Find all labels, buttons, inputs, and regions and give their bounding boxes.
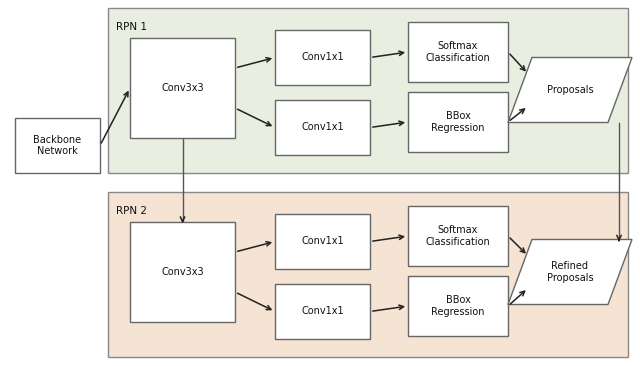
- Text: Conv1x1: Conv1x1: [301, 306, 344, 317]
- Bar: [408, 276, 508, 336]
- Text: BBox
Regression: BBox Regression: [431, 295, 484, 317]
- Bar: [130, 38, 235, 138]
- Text: Softmax
Classification: Softmax Classification: [426, 225, 490, 247]
- Bar: [275, 214, 370, 269]
- Bar: [275, 284, 370, 339]
- Bar: [130, 222, 235, 322]
- Text: Refined
Proposals: Refined Proposals: [547, 261, 593, 283]
- Text: Softmax
Classification: Softmax Classification: [426, 41, 490, 63]
- Text: Conv1x1: Conv1x1: [301, 52, 344, 63]
- Text: Proposals: Proposals: [547, 85, 593, 95]
- Bar: [108, 8, 628, 173]
- Bar: [408, 206, 508, 266]
- Bar: [108, 192, 628, 357]
- Text: Backbone
Network: Backbone Network: [33, 135, 81, 156]
- Polygon shape: [508, 57, 632, 123]
- Bar: [15, 118, 100, 173]
- Bar: [408, 92, 508, 152]
- Polygon shape: [508, 239, 632, 305]
- Bar: [408, 22, 508, 82]
- Bar: [275, 30, 370, 85]
- Text: Conv3x3: Conv3x3: [161, 267, 204, 277]
- Bar: [275, 100, 370, 155]
- Text: RPN 1: RPN 1: [116, 22, 147, 32]
- Text: Conv1x1: Conv1x1: [301, 123, 344, 132]
- Text: Conv3x3: Conv3x3: [161, 83, 204, 93]
- Text: RPN 2: RPN 2: [116, 206, 147, 216]
- Text: BBox
Regression: BBox Regression: [431, 111, 484, 133]
- Text: Conv1x1: Conv1x1: [301, 236, 344, 246]
